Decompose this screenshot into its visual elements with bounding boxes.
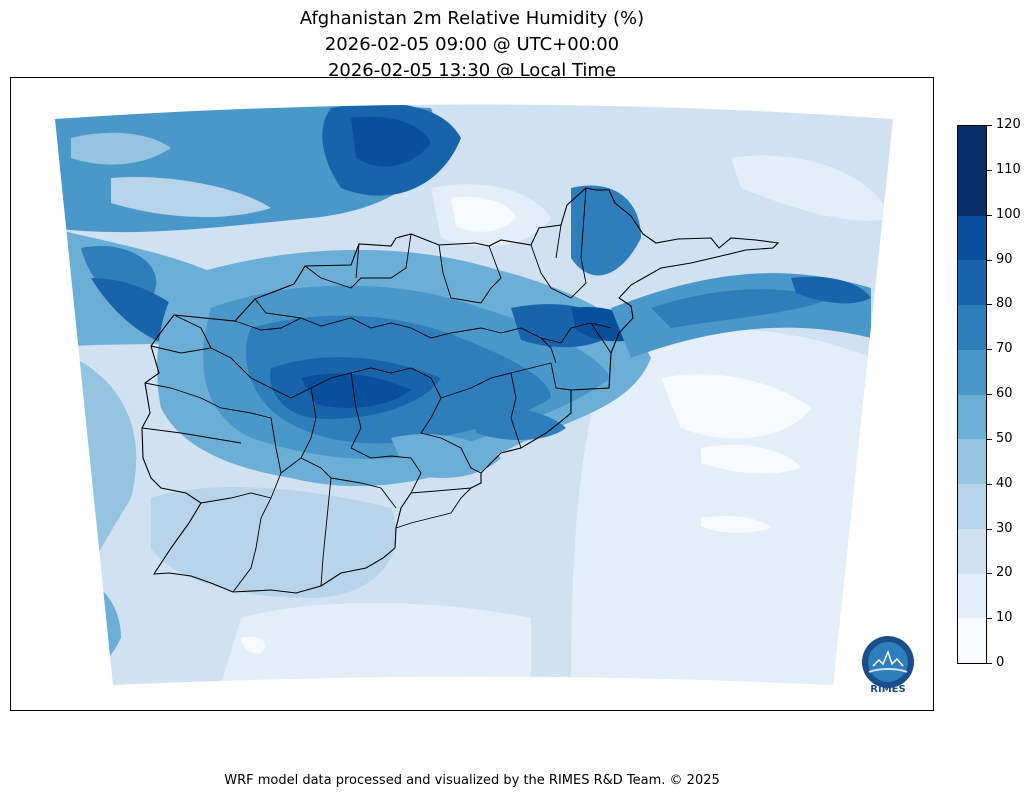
colorbar-tick xyxy=(987,663,992,664)
colorbar-tick-label: 80 xyxy=(996,296,1013,312)
colorbar-tick xyxy=(987,438,992,440)
colorbar-tick-label: 70 xyxy=(996,341,1013,357)
humidity-map xyxy=(55,104,893,685)
colorbar-tick-label: 40 xyxy=(996,475,1013,491)
title-line-2: 2026-02-05 09:00 @ UTC+00:00 xyxy=(324,34,620,55)
colorbar-band xyxy=(958,126,986,171)
colorbar-band xyxy=(958,259,986,305)
colorbar-band xyxy=(958,304,986,350)
map-frame[interactable] xyxy=(10,77,934,711)
colorbar-tick xyxy=(987,259,992,261)
colorbar-tick xyxy=(987,304,992,306)
colorbar-band xyxy=(958,215,986,261)
colorbar-band xyxy=(958,617,986,663)
colorbar-tick xyxy=(987,573,992,575)
colorbar-band xyxy=(958,528,986,574)
colorbar-tick xyxy=(987,349,992,351)
rimes-emblem-icon xyxy=(862,636,914,688)
colorbar-band xyxy=(958,394,986,440)
colorbar-band xyxy=(958,438,986,484)
afghanistan-border xyxy=(141,187,780,594)
footer-credit: WRF model data processed and visualized … xyxy=(224,773,720,788)
colorbar-tick-label: 90 xyxy=(996,251,1013,267)
colorbar-tick xyxy=(987,169,992,171)
colorbar-tick-label: 110 xyxy=(996,161,1021,177)
colorbar-tick-label: 10 xyxy=(996,610,1013,626)
colorbar-tick-label: 0 xyxy=(996,655,1005,670)
colorbar-tick-label: 30 xyxy=(996,520,1013,536)
colorbar-band xyxy=(958,170,986,216)
map-title: Afghanistan 2m Relative Humidity (%) 202… xyxy=(0,6,944,84)
humidity-contours xyxy=(55,104,893,685)
colorbar-tick-label: 120 xyxy=(996,117,1021,132)
colorbar xyxy=(957,125,987,664)
title-line-1: Afghanistan 2m Relative Humidity (%) xyxy=(299,8,645,29)
colorbar-tick xyxy=(987,125,992,126)
colorbar-band xyxy=(958,349,986,395)
colorbar-tick xyxy=(987,214,992,216)
logo-text: RIMES xyxy=(870,684,906,695)
title-line-3: 2026-02-05 13:30 @ Local Time xyxy=(327,60,617,81)
rimes-logo: RIMES xyxy=(855,632,921,700)
province-boundaries xyxy=(141,187,612,593)
colorbar-tick-label: 100 xyxy=(996,206,1021,222)
colorbar-tick-label: 50 xyxy=(996,430,1013,446)
colorbar-band xyxy=(958,573,986,619)
colorbar-tick xyxy=(987,618,992,620)
colorbar-band xyxy=(958,483,986,529)
colorbar-tick-label: 60 xyxy=(996,386,1013,401)
colorbar-tick-label: 20 xyxy=(996,565,1013,581)
colorbar-tick xyxy=(987,483,992,485)
colorbar-tick xyxy=(987,528,992,530)
colorbar-tick xyxy=(987,394,992,395)
